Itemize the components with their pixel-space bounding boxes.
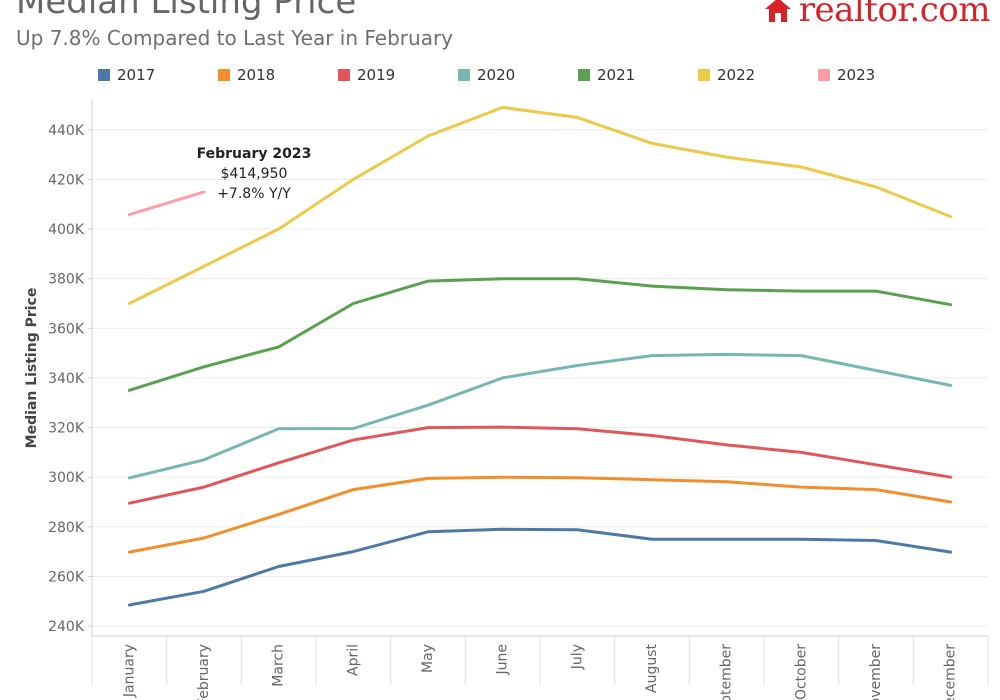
x-tick-label: January <box>121 644 137 698</box>
legend-item: 2023 <box>818 66 875 84</box>
page-subtitle: Up 7.8% Compared to Last Year in Februar… <box>16 26 454 50</box>
brand-text: realtor.com <box>798 0 991 30</box>
y-tick-label: 260K <box>48 569 85 585</box>
y-tick-label: 280K <box>48 520 85 536</box>
legend-label: 2017 <box>117 66 156 84</box>
legend-label: 2018 <box>237 66 276 84</box>
legend-label: 2021 <box>597 66 636 84</box>
x-tick-label: June <box>495 644 511 676</box>
y-tick-label: 300K <box>48 470 85 486</box>
x-tick-label: November <box>868 644 884 700</box>
y-tick-label: 340K <box>48 371 85 387</box>
y-tick-label: 440K <box>48 123 85 139</box>
annotation-line: +7.8% Y/Y <box>217 186 291 202</box>
legend-swatch <box>98 69 110 81</box>
series-line-2017 <box>127 527 953 607</box>
y-tick-label: 380K <box>48 272 85 288</box>
house-icon <box>764 0 791 22</box>
legend-item: 2022 <box>698 66 755 84</box>
legend-item: 2017 <box>98 66 155 84</box>
legend-swatch <box>818 69 830 81</box>
y-axis-title: Median Listing Price <box>24 288 40 449</box>
x-tick-label: April <box>345 644 361 676</box>
x-tick-label: August <box>644 643 660 693</box>
x-tick-label: March <box>271 644 287 687</box>
y-tick-label: 420K <box>48 172 85 188</box>
y-tick-label: 400K <box>48 222 85 238</box>
legend-label: 2022 <box>717 66 756 84</box>
legend-label: 2020 <box>477 66 516 84</box>
legend-swatch <box>458 69 470 81</box>
series-line-2018 <box>127 475 953 554</box>
page-title: Median Listing Price <box>16 0 357 22</box>
legend-item: 2018 <box>218 66 275 84</box>
legend-swatch <box>578 69 590 81</box>
legend: 2017 2018 2019 2020 2021 2022 2023 <box>98 66 958 90</box>
legend-swatch <box>338 69 350 81</box>
x-tick-label: May <box>420 644 436 673</box>
x-tick-label: September <box>719 644 735 700</box>
legend-item: 2020 <box>458 66 515 84</box>
x-tick-label: October <box>793 644 809 700</box>
legend-item: 2019 <box>338 66 395 84</box>
x-tick-label: December <box>943 644 959 700</box>
annotation-line: $414,950 <box>221 166 288 182</box>
legend-item: 2021 <box>578 66 635 84</box>
series-line-2021 <box>127 277 953 392</box>
series-line-2023 <box>127 190 206 217</box>
y-tick-label: 320K <box>48 421 85 437</box>
y-tick-label: 240K <box>48 619 85 635</box>
series-line-2022 <box>127 105 953 305</box>
legend-label: 2019 <box>357 66 396 84</box>
legend-label: 2023 <box>837 66 876 84</box>
legend-swatch <box>218 69 230 81</box>
legend-swatch <box>698 69 710 81</box>
x-tick-label: July <box>569 644 585 670</box>
annotation-line: February 2023 <box>197 146 312 162</box>
x-tick-label: February <box>196 644 212 700</box>
y-tick-label: 360K <box>48 321 85 337</box>
series-line-2019 <box>127 425 953 505</box>
brand-logo: realtor.com <box>763 0 991 30</box>
series-line-2020 <box>127 352 953 480</box>
